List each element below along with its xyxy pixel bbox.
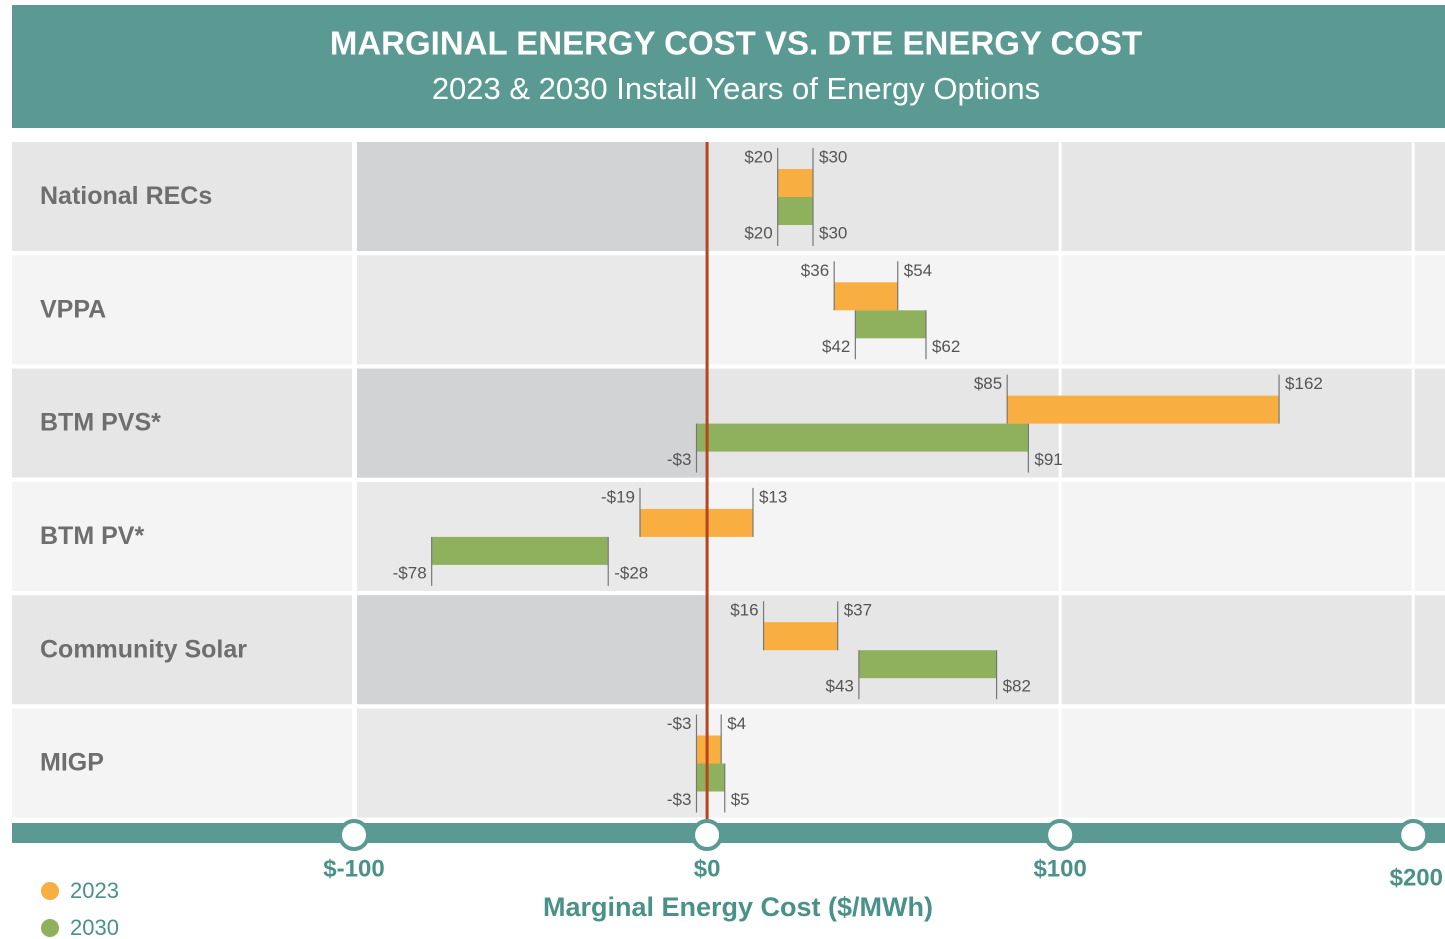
value-label: $20 [744, 147, 772, 166]
value-label: -$3 [667, 714, 692, 733]
category-label: MIGP [40, 749, 104, 777]
negative-region [357, 255, 708, 365]
value-label: $43 [826, 677, 854, 696]
value-label: $62 [932, 337, 960, 356]
tick-marker [691, 819, 724, 851]
value-label: $16 [730, 601, 758, 620]
range-bar [431, 536, 609, 565]
header-band [12, 5, 1445, 128]
value-label: $13 [759, 487, 787, 506]
category-label: VPPA [40, 295, 106, 323]
value-label: -$28 [614, 563, 648, 582]
value-label: $30 [819, 223, 847, 242]
x-tick-label: $100 [1033, 855, 1086, 882]
value-label: -$78 [393, 563, 427, 582]
value-label: $91 [1034, 450, 1062, 469]
tick-marker [1044, 819, 1077, 851]
value-label: -$19 [601, 487, 635, 506]
category-label: BTM PVS* [40, 409, 161, 437]
row-label-bg [12, 255, 352, 365]
value-label: $42 [822, 337, 850, 356]
tick-marker [1397, 819, 1430, 851]
value-label: $4 [727, 714, 746, 733]
chart-title: MARGINAL ENERGY COST VS. DTE ENERGY COST [330, 25, 1142, 62]
category-label: National RECs [40, 182, 212, 210]
x-tick-label: $200 [1390, 864, 1443, 891]
row-label-bg [12, 368, 352, 478]
legend-swatch [41, 919, 59, 937]
legend-label: 2030 [70, 915, 119, 939]
range-bar [696, 763, 725, 792]
range-bar [696, 423, 1029, 452]
value-label: $162 [1285, 374, 1323, 393]
value-label: $85 [974, 374, 1002, 393]
value-label: $36 [801, 261, 829, 280]
row-label-bg [12, 142, 352, 251]
range-bar [777, 197, 813, 225]
tick-marker [338, 819, 370, 851]
range-bar [639, 508, 753, 537]
value-label: $5 [731, 790, 750, 809]
negative-region [357, 595, 708, 705]
value-label: -$3 [667, 450, 692, 469]
range-bar [855, 310, 926, 339]
negative-region [357, 368, 708, 478]
value-label: $30 [819, 147, 847, 166]
negative-region [357, 142, 708, 251]
x-tick-label: $0 [694, 855, 721, 882]
value-label: $37 [844, 601, 872, 620]
row-label-bg [12, 481, 352, 591]
range-bar [763, 622, 838, 651]
value-label: $54 [904, 261, 932, 280]
range-bar [777, 169, 813, 197]
value-label: $82 [1003, 677, 1031, 696]
negative-region [357, 708, 708, 818]
x-tick-label: $-100 [323, 855, 384, 882]
value-label: $20 [744, 223, 772, 242]
chart-subtitle: 2023 & 2030 Install Years of Energy Opti… [432, 71, 1040, 106]
value-label: -$3 [667, 790, 692, 809]
legend-swatch [41, 882, 59, 900]
legend-label: 2023 [70, 878, 119, 903]
range-bar [858, 650, 997, 679]
range-bar [1007, 395, 1280, 424]
category-label: BTM PV* [40, 522, 144, 550]
row-label-bg [12, 595, 352, 705]
x-axis-label: Marginal Energy Cost ($/MWh) [543, 892, 933, 922]
range-bar [696, 735, 722, 764]
axis-band [12, 823, 1445, 843]
row-label-bg [12, 708, 352, 818]
range-bar [834, 282, 898, 311]
category-label: Community Solar [40, 635, 247, 663]
